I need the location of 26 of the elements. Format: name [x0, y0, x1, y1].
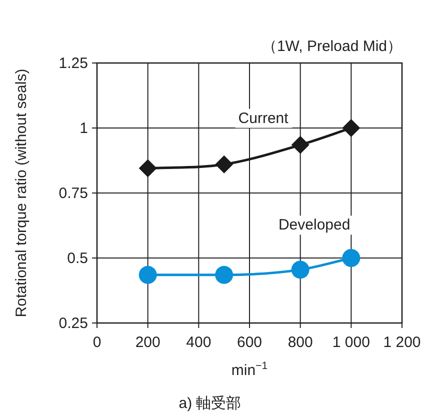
point — [138, 266, 157, 284]
point — [342, 119, 360, 137]
x-tick-label: 200 — [135, 334, 160, 351]
x-axis-title: min$^{−1}$ — [231, 360, 268, 379]
y-tick-label: 0.75 — [58, 185, 88, 202]
y-tick-label: 0.5 — [67, 250, 88, 267]
point — [291, 260, 310, 279]
point — [138, 159, 157, 178]
chart-title: （1W, Preload Mid） — [262, 38, 402, 55]
series-label: Developed — [278, 216, 350, 234]
x-tick-label: 0 — [92, 334, 102, 351]
series-label: Current — [238, 110, 290, 127]
y-tick-label: 1.25 — [58, 55, 88, 72]
x-tick-label: 800 — [288, 334, 313, 351]
x-tick-label: 1 200 — [383, 334, 421, 351]
point — [342, 249, 360, 267]
x-tick-label: 400 — [186, 334, 212, 351]
y-tick-label: 1 — [80, 120, 88, 137]
x-tick-label: 600 — [236, 334, 262, 351]
point — [291, 136, 310, 154]
text: a) 軸受部 — [178, 395, 242, 412]
y-axis-title: Rotational torque ratio (without seals) — [13, 68, 30, 318]
y-tick-label: 0.25 — [58, 315, 88, 332]
x-tick-label: 1 000 — [332, 334, 370, 351]
point — [215, 155, 234, 174]
point — [215, 266, 234, 284]
